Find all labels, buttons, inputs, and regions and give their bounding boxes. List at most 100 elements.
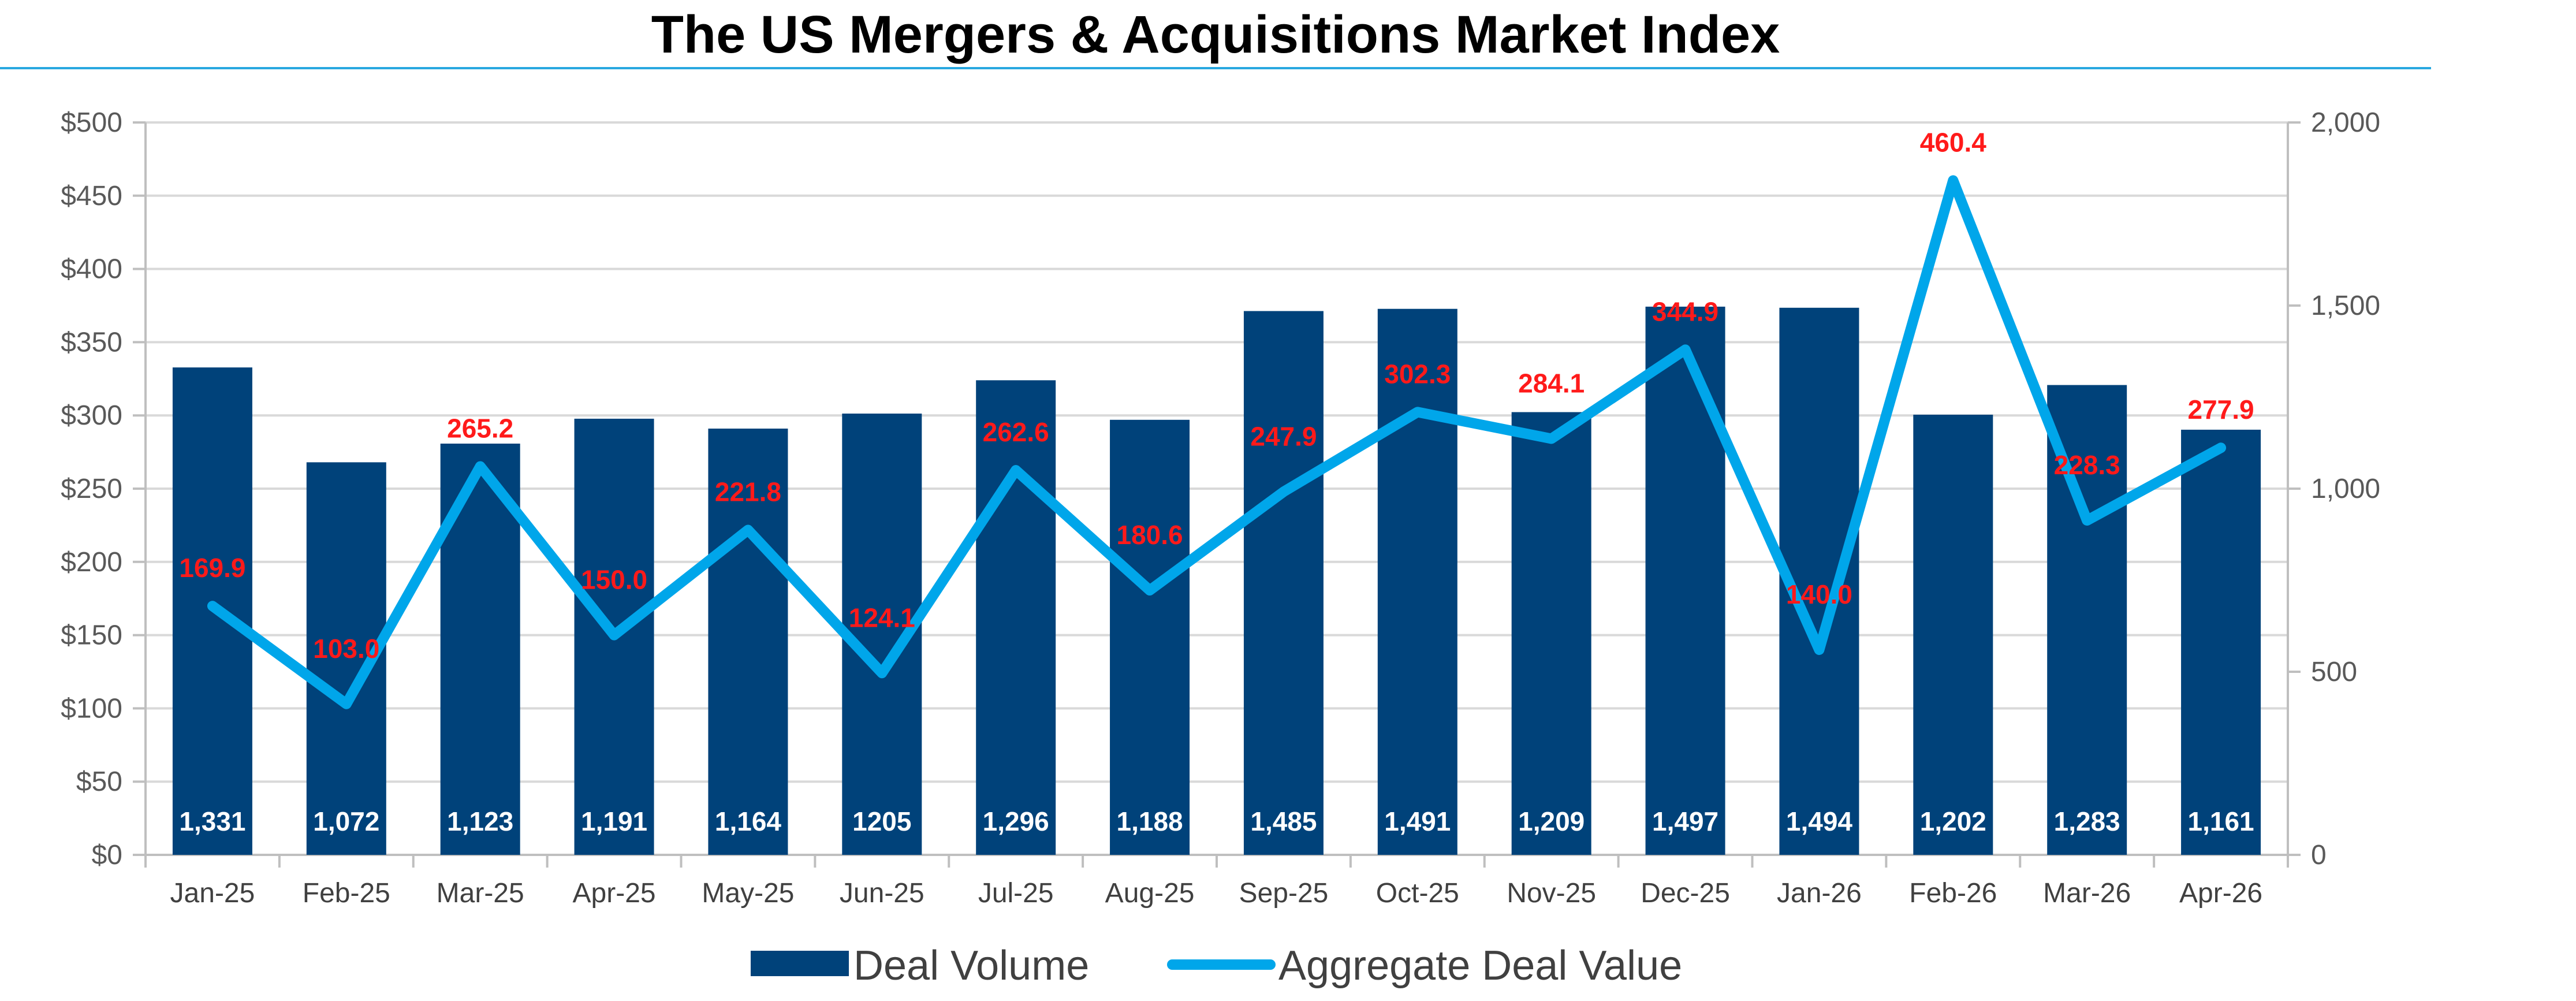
bar-value-label: 1,072	[313, 806, 379, 836]
x-tick-label: Jun-25	[840, 878, 924, 909]
y-left-tick-label: $0	[92, 840, 122, 870]
line-value-label: 150.0	[581, 565, 647, 595]
line-point	[345, 702, 348, 705]
bar-deal-volume	[2181, 429, 2261, 855]
line-point	[479, 465, 482, 468]
y-left-tick-label: $300	[61, 400, 122, 431]
line-series	[207, 175, 2227, 709]
y-left-tick-label: $400	[61, 254, 122, 285]
bar-deal-volume	[1645, 306, 1725, 855]
y-left-tick-label: $150	[61, 620, 122, 651]
line-point	[1416, 411, 1419, 414]
x-tick-label: Apr-25	[573, 878, 656, 909]
bar-value-label: 1,494	[1786, 806, 1853, 836]
x-tick-label: Sep-25	[1239, 878, 1329, 909]
y-left-tick-label: $200	[61, 547, 122, 578]
x-tick-label: Feb-25	[303, 878, 390, 909]
bar-deal-volume	[1377, 308, 1457, 855]
line-value-label: 247.9	[1250, 421, 1317, 451]
x-tick-label: Nov-25	[1507, 878, 1596, 909]
y-left-tick-label: $450	[61, 181, 122, 211]
line-value-label: 460.4	[1920, 127, 1987, 157]
line-value-label: 228.3	[2054, 450, 2120, 480]
line-point	[881, 672, 883, 675]
y-left-tick-label: $500	[61, 107, 122, 138]
bar-value-label: 1,331	[179, 806, 245, 836]
line-point	[1282, 490, 1285, 493]
line-point	[1149, 589, 1151, 591]
bar-value-label: 1,188	[1117, 806, 1183, 836]
line-value-label: 277.9	[2188, 395, 2254, 425]
x-tick-label: Mar-26	[2043, 878, 2131, 909]
bar-deal-volume	[1913, 414, 1993, 855]
bar-value-label: 1,491	[1384, 806, 1451, 836]
line-point	[1550, 437, 1553, 440]
x-tick-label: Dec-25	[1641, 878, 1730, 909]
legend-label-aggregate-deal-value: Aggregate Deal Value	[1278, 943, 1682, 989]
line-point	[747, 529, 750, 531]
y-left-tick-label: $350	[61, 327, 122, 358]
bar-value-label: 1,164	[715, 806, 782, 836]
line-point	[613, 634, 616, 637]
bar-value-label: 1205	[852, 806, 911, 836]
bar-value-label: 1,191	[581, 806, 647, 836]
chart-title: The US Mergers & Acquisitions Market Ind…	[651, 5, 1780, 64]
bar-value-label: 1,123	[447, 806, 513, 836]
bar-series	[172, 306, 2261, 855]
y-right-tick-label: 0	[2311, 840, 2327, 870]
bar-deal-volume	[1243, 311, 1324, 855]
y-left-tick-label: $100	[61, 693, 122, 724]
bar-value-label: 1,485	[1250, 806, 1317, 836]
y-right-tick-label: 1,000	[2311, 474, 2380, 504]
line-value-label: 124.1	[849, 602, 915, 632]
bar-value-label: 1,161	[2188, 806, 2254, 836]
x-tick-label: Aug-25	[1105, 878, 1195, 909]
line-point	[2220, 446, 2223, 449]
line-point	[1015, 469, 1017, 472]
line-point	[1818, 648, 1821, 651]
line-value-label: 265.2	[447, 413, 513, 443]
bar-deal-volume	[1511, 412, 1591, 855]
bar-value-label: 1,209	[1518, 806, 1585, 836]
line-value-label: 169.9	[179, 553, 245, 583]
bar-deal-volume	[976, 380, 1056, 855]
legend-swatch-deal-volume	[751, 951, 849, 976]
y-right-tick-label: 1,500	[2311, 291, 2380, 321]
line-value-label: 103.0	[313, 634, 379, 664]
x-tick-label: Jul-25	[978, 878, 1054, 909]
x-tick-label: Jan-26	[1777, 878, 1862, 909]
x-tick-label: Oct-25	[1376, 878, 1459, 909]
title-underline	[0, 67, 2431, 69]
line-value-label: 344.9	[1652, 296, 1718, 326]
line-point	[211, 605, 214, 608]
y-right-tick-label: 2,000	[2311, 107, 2380, 138]
line-value-label: 262.6	[983, 417, 1049, 447]
bar-deal-volume	[708, 429, 788, 855]
line-value-label: 180.6	[1117, 520, 1183, 550]
y-right-tick-label: 500	[2311, 657, 2357, 687]
line-point	[1952, 179, 1955, 182]
y-left-tick-label: $250	[61, 474, 122, 504]
line-point	[1684, 348, 1687, 351]
x-tick-label: Apr-26	[2179, 878, 2262, 909]
x-tick-label: May-25	[702, 878, 794, 909]
bar-value-label: 1,283	[2054, 806, 2120, 836]
legend-label-deal-volume: Deal Volume	[853, 943, 1089, 989]
axes: $0 $50 $100 $150 $200 $250 $300 $350 $400 $450 $50…	[61, 107, 2380, 909]
bar-value-label: 1,497	[1652, 806, 1718, 836]
line-aggregate-deal-value	[207, 175, 2227, 709]
line-value-label: 284.1	[1518, 369, 1585, 399]
y-left-tick-label: $50	[76, 766, 122, 797]
data-labels: 1,331 1,072 1,123 1,191 1,164 1205 1,296 1,188 1…	[179, 127, 2254, 836]
bar-deal-volume	[1110, 419, 1190, 855]
bar-value-label: 1,296	[983, 806, 1049, 836]
x-tick-label: Mar-25	[437, 878, 524, 909]
x-tick-label: Jan-25	[170, 878, 255, 909]
bar-value-label: 1,202	[1920, 806, 1986, 836]
line-value-label: 302.3	[1384, 359, 1451, 389]
x-tick-label: Feb-26	[1909, 878, 1997, 909]
line-value-label: 221.8	[715, 477, 781, 507]
line-value-label: 140.0	[1786, 579, 1852, 609]
line-point	[2086, 519, 2089, 522]
